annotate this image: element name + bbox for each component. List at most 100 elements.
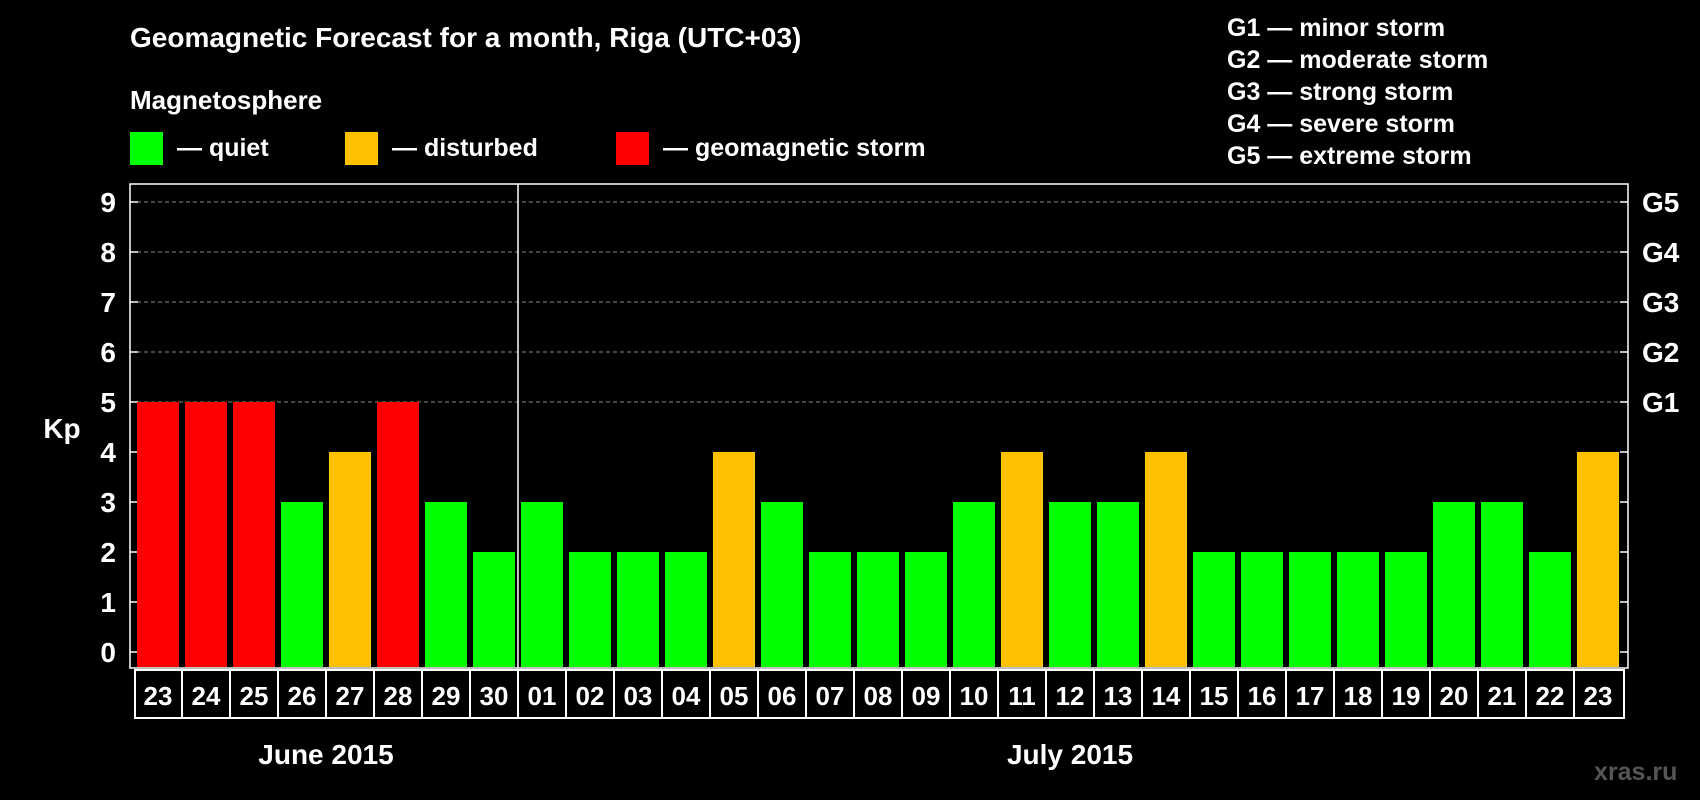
bar: [233, 402, 275, 667]
x-tick-label: 08: [864, 681, 893, 711]
quiet-swatch: [130, 132, 163, 165]
bar: [185, 402, 227, 667]
x-tick-label: 03: [624, 681, 653, 711]
scale-g2: G2 — moderate storm: [1227, 46, 1489, 74]
storm-swatch: [616, 132, 649, 165]
x-tick-label: 07: [816, 681, 845, 711]
x-tick-label: 12: [1056, 681, 1085, 711]
scale-g1: G1 — minor storm: [1227, 14, 1446, 42]
x-tick-label: 23: [144, 681, 173, 711]
bar: [1145, 452, 1187, 667]
bar: [377, 402, 419, 667]
x-tick-label: 26: [288, 681, 317, 711]
disturbed-swatch: [345, 132, 378, 165]
scale-g4: G4 — severe storm: [1227, 110, 1455, 138]
legend-item-storm: — geomagnetic storm: [616, 132, 926, 165]
x-tick-label: 13: [1104, 681, 1133, 711]
x-tick-label: 28: [384, 681, 413, 711]
bar: [1529, 552, 1571, 667]
legend-title: Magnetosphere: [130, 85, 323, 115]
bar: [809, 552, 851, 667]
y-tick-label: 3: [100, 487, 116, 518]
bar: [1385, 552, 1427, 667]
bar: [1289, 552, 1331, 667]
bar: [953, 502, 995, 667]
y-axis-label: Kp: [43, 413, 80, 444]
x-tick-label: 23: [1584, 681, 1613, 711]
scale-g3: G3 — strong storm: [1227, 78, 1454, 106]
right-axis-label: G1: [1642, 387, 1679, 418]
scale-g5: G5 — extreme storm: [1227, 142, 1472, 170]
x-tick-label: 21: [1488, 681, 1517, 711]
right-axis-label: G5: [1642, 187, 1679, 218]
y-tick-label: 5: [100, 387, 116, 418]
bar: [761, 502, 803, 667]
right-axis-label: G3: [1642, 287, 1679, 318]
month-label: July 2015: [1007, 739, 1133, 770]
y-tick-label: 6: [100, 337, 116, 368]
y-tick-label: 7: [100, 287, 116, 318]
bar: [569, 552, 611, 667]
legend: — quiet — disturbed — geomagnetic storm: [130, 132, 1030, 168]
bar: [1337, 552, 1379, 667]
x-tick-label: 05: [720, 681, 749, 711]
bar: [1001, 452, 1043, 667]
y-tick-label: 2: [100, 537, 116, 568]
x-tick-label: 25: [240, 681, 269, 711]
legend-item-disturbed: — disturbed: [345, 132, 538, 165]
bar: [713, 452, 755, 667]
x-tick-label: 15: [1200, 681, 1229, 711]
bar: [1481, 502, 1523, 667]
bar: [905, 552, 947, 667]
bar: [473, 552, 515, 667]
legend-label-storm: — geomagnetic storm: [663, 134, 926, 162]
plot-frame: [129, 183, 1629, 669]
legend-label-quiet: — quiet: [177, 134, 269, 162]
bar: [1049, 502, 1091, 667]
bar: [1577, 452, 1619, 667]
y-tick-label: 9: [100, 187, 116, 218]
bar: [857, 552, 899, 667]
x-tick-label: 20: [1440, 681, 1469, 711]
x-tick-label: 06: [768, 681, 797, 711]
bar: [1193, 552, 1235, 667]
bar: [1097, 502, 1139, 667]
x-tick-label: 22: [1536, 681, 1565, 711]
x-tick-label: 14: [1152, 681, 1181, 711]
bar: [425, 502, 467, 667]
x-tick-label: 19: [1392, 681, 1421, 711]
day-label-box: [134, 669, 1625, 719]
chart-title: Geomagnetic Forecast for a month, Riga (…: [130, 22, 802, 53]
x-tick-label: 01: [528, 681, 557, 711]
x-tick-label: 11: [1008, 681, 1036, 711]
x-tick-label: 16: [1248, 681, 1277, 711]
x-tick-label: 04: [672, 681, 701, 711]
y-tick-label: 4: [100, 437, 116, 468]
bar: [521, 502, 563, 667]
y-tick-label: 0: [100, 637, 116, 668]
bar: [281, 502, 323, 667]
legend-label-disturbed: — disturbed: [392, 134, 538, 162]
watermark: xras.ru: [1594, 758, 1678, 786]
bar: [665, 552, 707, 667]
x-tick-label: 02: [576, 681, 605, 711]
x-tick-label: 17: [1296, 681, 1325, 711]
x-tick-label: 18: [1344, 681, 1373, 711]
right-axis-label: G4: [1642, 237, 1680, 268]
x-tick-label: 24: [192, 681, 221, 711]
right-axis-label: G2: [1642, 337, 1679, 368]
x-tick-label: 27: [336, 681, 365, 711]
bar: [1433, 502, 1475, 667]
y-tick-label: 1: [100, 587, 116, 618]
bar: [1241, 552, 1283, 667]
legend-item-quiet: — quiet: [130, 132, 269, 165]
bar: [617, 552, 659, 667]
storm-scale-list: G1 — minor storm G2 — moderate storm G3 …: [1227, 12, 1488, 172]
x-tick-label: 30: [480, 681, 509, 711]
bar: [329, 452, 371, 667]
month-label: June 2015: [258, 739, 393, 770]
x-tick-label: 09: [912, 681, 941, 711]
bar: [137, 402, 179, 667]
y-tick-label: 8: [100, 237, 116, 268]
